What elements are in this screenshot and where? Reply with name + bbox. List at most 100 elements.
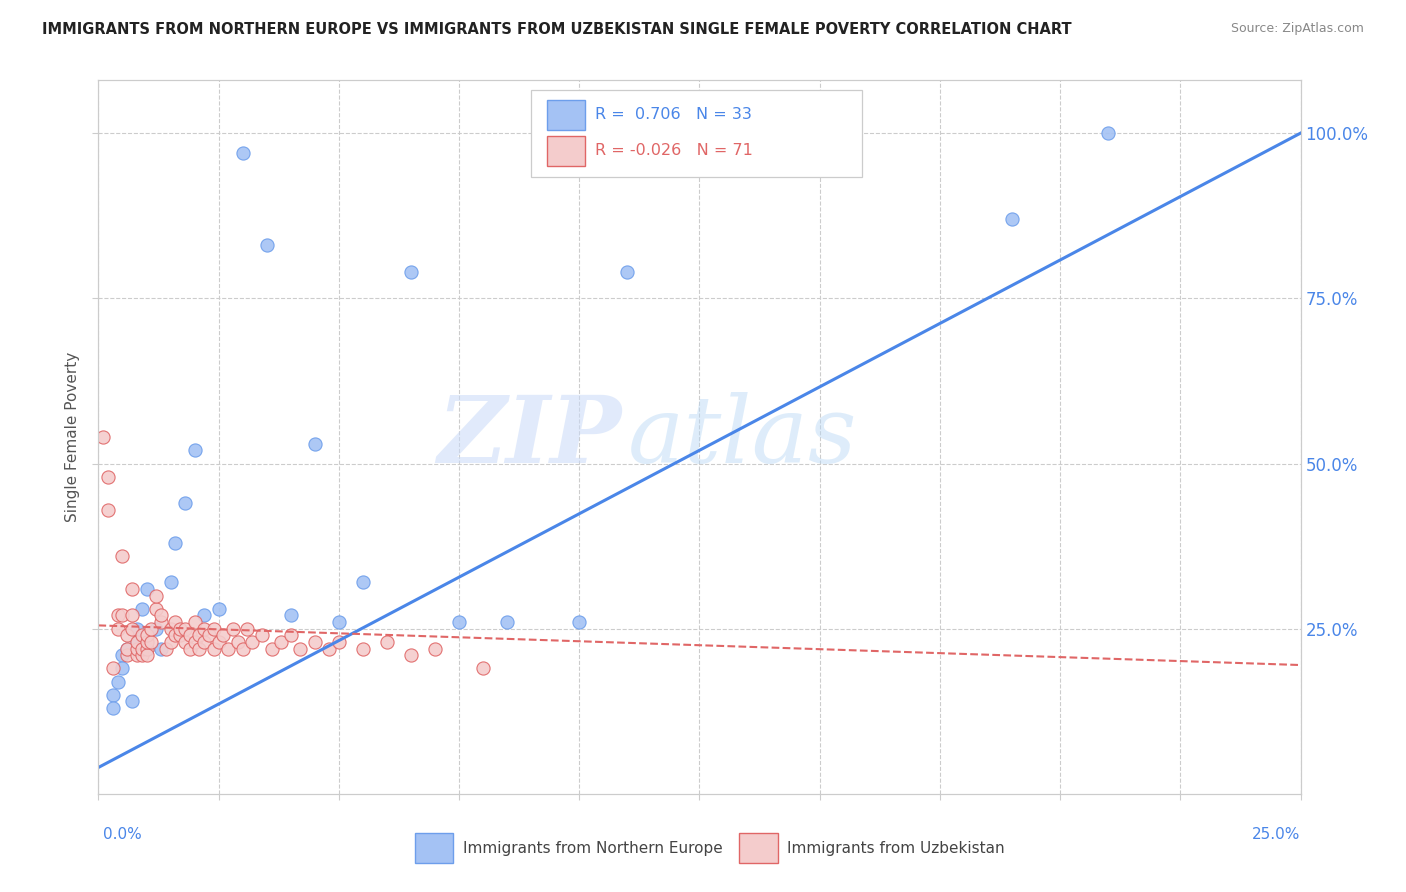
Point — [149, 608, 172, 623]
Point — [183, 615, 205, 629]
FancyBboxPatch shape — [547, 136, 585, 166]
Text: IMMIGRANTS FROM NORTHERN EUROPE VS IMMIGRANTS FROM UZBEKISTAN SINGLE FEMALE POVE: IMMIGRANTS FROM NORTHERN EUROPE VS IMMIG… — [42, 22, 1071, 37]
Point — [121, 622, 143, 636]
Point — [135, 641, 157, 656]
Text: atlas: atlas — [627, 392, 856, 482]
Point — [250, 628, 273, 642]
Point — [107, 622, 129, 636]
Point — [183, 635, 205, 649]
FancyBboxPatch shape — [547, 100, 585, 129]
Point — [1097, 126, 1119, 140]
Point — [125, 622, 148, 636]
Point — [328, 615, 350, 629]
Point — [399, 265, 422, 279]
Point — [280, 628, 302, 642]
Point — [131, 648, 153, 662]
Point — [183, 443, 205, 458]
Point — [174, 622, 197, 636]
Point — [240, 635, 263, 649]
Point — [149, 615, 172, 629]
Point — [97, 469, 120, 483]
Point — [117, 648, 139, 662]
Text: Immigrants from Uzbekistan: Immigrants from Uzbekistan — [787, 840, 1005, 855]
Point — [568, 615, 591, 629]
Point — [226, 635, 249, 649]
Point — [217, 641, 239, 656]
Point — [97, 502, 120, 516]
Point — [472, 661, 495, 675]
Point — [101, 688, 124, 702]
Point — [232, 145, 254, 160]
Point — [399, 648, 422, 662]
Point — [117, 641, 139, 656]
Point — [111, 661, 134, 675]
Point — [174, 635, 197, 649]
Point — [135, 582, 157, 596]
Point — [135, 641, 157, 656]
Point — [236, 622, 259, 636]
Point — [107, 674, 129, 689]
Point — [304, 635, 326, 649]
Y-axis label: Single Female Poverty: Single Female Poverty — [65, 352, 80, 522]
Point — [423, 641, 446, 656]
Point — [260, 641, 283, 656]
Point — [125, 635, 148, 649]
Point — [111, 549, 134, 563]
Point — [616, 265, 638, 279]
Point — [496, 615, 519, 629]
Point — [131, 602, 153, 616]
Point — [125, 635, 148, 649]
Point — [280, 608, 302, 623]
Point — [101, 661, 124, 675]
Point — [290, 641, 312, 656]
Point — [447, 615, 470, 629]
Point — [202, 622, 225, 636]
Point — [328, 635, 350, 649]
Point — [208, 602, 231, 616]
Point — [270, 635, 292, 649]
Point — [131, 641, 153, 656]
Point — [159, 635, 181, 649]
Point — [198, 628, 221, 642]
Point — [135, 648, 157, 662]
Point — [145, 589, 167, 603]
Point — [135, 635, 157, 649]
Point — [193, 622, 215, 636]
Text: Immigrants from Northern Europe: Immigrants from Northern Europe — [463, 840, 723, 855]
Point — [117, 641, 139, 656]
Point — [318, 641, 340, 656]
Point — [179, 628, 201, 642]
FancyBboxPatch shape — [740, 833, 778, 863]
Text: 0.0%: 0.0% — [103, 827, 142, 841]
Text: R =  0.706   N = 33: R = 0.706 N = 33 — [595, 107, 752, 122]
Point — [165, 536, 187, 550]
Point — [174, 496, 197, 510]
FancyBboxPatch shape — [531, 89, 862, 177]
Point — [352, 641, 374, 656]
Point — [141, 635, 163, 649]
Point — [117, 628, 139, 642]
Text: ZIP: ZIP — [437, 392, 621, 482]
Point — [352, 575, 374, 590]
Point — [202, 641, 225, 656]
Text: 25.0%: 25.0% — [1253, 827, 1301, 841]
Point — [169, 622, 191, 636]
Point — [145, 622, 167, 636]
Point — [212, 628, 235, 642]
Point — [155, 641, 177, 656]
FancyBboxPatch shape — [415, 833, 453, 863]
Point — [232, 641, 254, 656]
Point — [222, 622, 245, 636]
Point — [145, 602, 167, 616]
Point — [121, 608, 143, 623]
Point — [121, 694, 143, 708]
Point — [111, 648, 134, 662]
Point — [208, 635, 231, 649]
Point — [193, 635, 215, 649]
Point — [193, 608, 215, 623]
Point — [111, 608, 134, 623]
Point — [121, 582, 143, 596]
Point — [101, 701, 124, 715]
Point — [131, 628, 153, 642]
Text: R = -0.026   N = 71: R = -0.026 N = 71 — [595, 144, 752, 159]
